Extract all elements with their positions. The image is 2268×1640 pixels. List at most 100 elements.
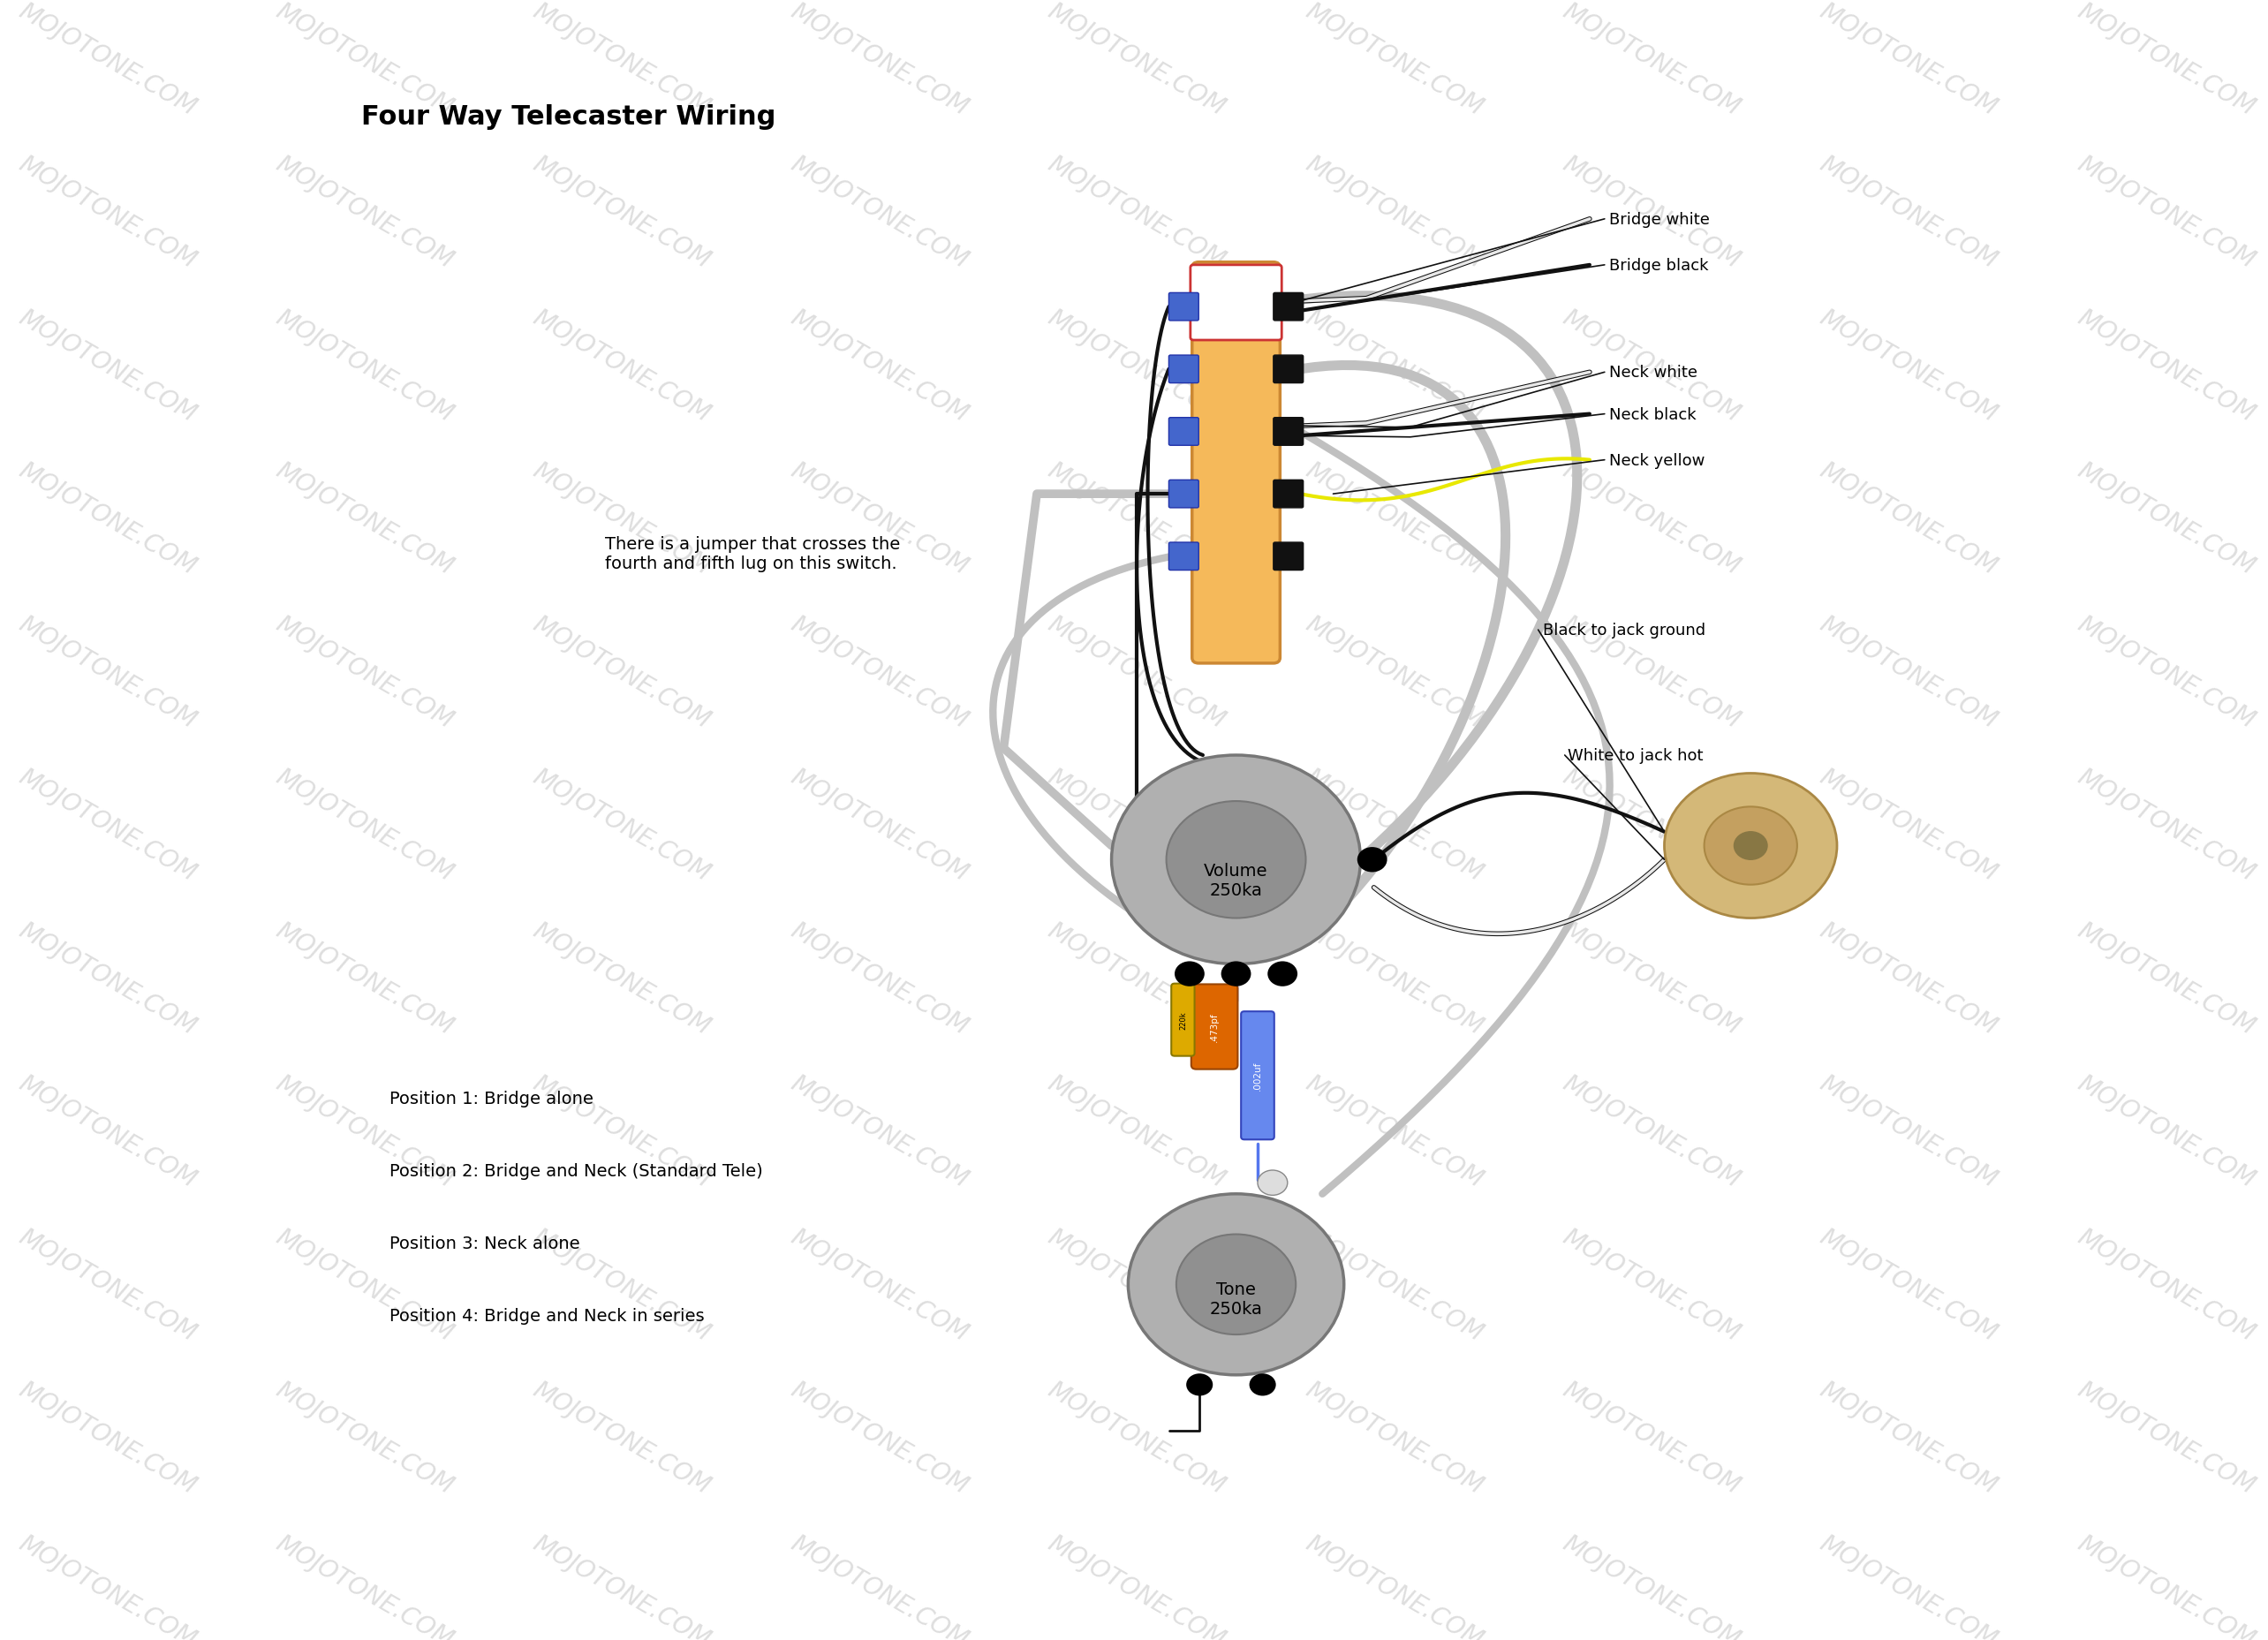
Text: MOJOTONE.COM: MOJOTONE.COM	[14, 458, 200, 579]
Text: MOJOTONE.COM: MOJOTONE.COM	[1814, 764, 2000, 886]
Text: Black to jack ground: Black to jack ground	[1542, 622, 1706, 638]
Text: MOJOTONE.COM: MOJOTONE.COM	[1558, 764, 1744, 886]
Text: MOJOTONE.COM: MOJOTONE.COM	[1814, 1530, 2000, 1640]
Text: MOJOTONE.COM: MOJOTONE.COM	[528, 917, 714, 1040]
Text: MOJOTONE.COM: MOJOTONE.COM	[2073, 1378, 2259, 1499]
Text: Position 4: Bridge and Neck in series: Position 4: Bridge and Neck in series	[390, 1307, 705, 1323]
Text: MOJOTONE.COM: MOJOTONE.COM	[272, 1378, 458, 1499]
Text: MOJOTONE.COM: MOJOTONE.COM	[1043, 1071, 1229, 1192]
FancyBboxPatch shape	[1272, 418, 1304, 446]
FancyBboxPatch shape	[1272, 356, 1304, 384]
Text: MOJOTONE.COM: MOJOTONE.COM	[528, 612, 714, 733]
Text: MOJOTONE.COM: MOJOTONE.COM	[14, 305, 200, 426]
Text: MOJOTONE.COM: MOJOTONE.COM	[2073, 612, 2259, 733]
Circle shape	[1127, 1194, 1345, 1374]
Text: MOJOTONE.COM: MOJOTONE.COM	[1302, 458, 1488, 579]
Text: Bridge white: Bridge white	[1610, 212, 1710, 228]
Text: MOJOTONE.COM: MOJOTONE.COM	[14, 0, 200, 120]
Text: MOJOTONE.COM: MOJOTONE.COM	[787, 917, 973, 1040]
Text: Four Way Telecaster Wiring: Four Way Telecaster Wiring	[361, 103, 776, 130]
Text: MOJOTONE.COM: MOJOTONE.COM	[1043, 153, 1229, 274]
Text: MOJOTONE.COM: MOJOTONE.COM	[2073, 153, 2259, 274]
FancyBboxPatch shape	[1168, 418, 1200, 446]
Text: MOJOTONE.COM: MOJOTONE.COM	[1043, 612, 1229, 733]
Text: MOJOTONE.COM: MOJOTONE.COM	[1814, 917, 2000, 1040]
Text: MOJOTONE.COM: MOJOTONE.COM	[272, 764, 458, 886]
Text: MOJOTONE.COM: MOJOTONE.COM	[528, 1378, 714, 1499]
Text: MOJOTONE.COM: MOJOTONE.COM	[528, 1071, 714, 1192]
Text: MOJOTONE.COM: MOJOTONE.COM	[528, 0, 714, 120]
Text: MOJOTONE.COM: MOJOTONE.COM	[1043, 305, 1229, 426]
Text: MOJOTONE.COM: MOJOTONE.COM	[1814, 305, 2000, 426]
Text: Position 1: Bridge alone: Position 1: Bridge alone	[390, 1089, 594, 1107]
Text: 220k: 220k	[1179, 1010, 1186, 1030]
Text: MOJOTONE.COM: MOJOTONE.COM	[14, 153, 200, 274]
FancyBboxPatch shape	[1168, 356, 1200, 384]
Text: MOJOTONE.COM: MOJOTONE.COM	[272, 1223, 458, 1345]
Text: Bridge black: Bridge black	[1610, 257, 1708, 274]
Text: MOJOTONE.COM: MOJOTONE.COM	[1043, 458, 1229, 579]
Text: MOJOTONE.COM: MOJOTONE.COM	[1814, 612, 2000, 733]
FancyBboxPatch shape	[1170, 984, 1195, 1056]
Text: MOJOTONE.COM: MOJOTONE.COM	[1558, 612, 1744, 733]
Text: There is a jumper that crosses the
fourth and fifth lug on this switch.: There is a jumper that crosses the fourt…	[606, 536, 900, 572]
Text: Volume
250ka: Volume 250ka	[1204, 863, 1268, 899]
Text: MOJOTONE.COM: MOJOTONE.COM	[1558, 1378, 1744, 1499]
Text: Position 2: Bridge and Neck (Standard Tele): Position 2: Bridge and Neck (Standard Te…	[390, 1163, 762, 1179]
Text: MOJOTONE.COM: MOJOTONE.COM	[1043, 1378, 1229, 1499]
FancyBboxPatch shape	[1191, 984, 1238, 1069]
Text: MOJOTONE.COM: MOJOTONE.COM	[787, 612, 973, 733]
Text: MOJOTONE.COM: MOJOTONE.COM	[1302, 1530, 1488, 1640]
FancyBboxPatch shape	[1272, 481, 1304, 508]
Text: MOJOTONE.COM: MOJOTONE.COM	[528, 458, 714, 579]
Text: MOJOTONE.COM: MOJOTONE.COM	[14, 1378, 200, 1499]
Text: MOJOTONE.COM: MOJOTONE.COM	[1814, 458, 2000, 579]
Text: MOJOTONE.COM: MOJOTONE.COM	[1043, 764, 1229, 886]
Circle shape	[1220, 961, 1252, 987]
Text: MOJOTONE.COM: MOJOTONE.COM	[1302, 1378, 1488, 1499]
Text: MOJOTONE.COM: MOJOTONE.COM	[2073, 305, 2259, 426]
Circle shape	[1186, 1374, 1213, 1396]
Text: MOJOTONE.COM: MOJOTONE.COM	[2073, 458, 2259, 579]
Text: MOJOTONE.COM: MOJOTONE.COM	[1558, 1071, 1744, 1192]
Text: MOJOTONE.COM: MOJOTONE.COM	[1302, 305, 1488, 426]
Text: Neck white: Neck white	[1610, 364, 1699, 380]
Text: MOJOTONE.COM: MOJOTONE.COM	[787, 1530, 973, 1640]
Text: .002uf: .002uf	[1254, 1061, 1261, 1091]
FancyBboxPatch shape	[1168, 481, 1200, 508]
Text: Position 3: Neck alone: Position 3: Neck alone	[390, 1235, 581, 1251]
Text: MOJOTONE.COM: MOJOTONE.COM	[2073, 1071, 2259, 1192]
Text: MOJOTONE.COM: MOJOTONE.COM	[1558, 305, 1744, 426]
Text: MOJOTONE.COM: MOJOTONE.COM	[1558, 458, 1744, 579]
Circle shape	[1268, 961, 1297, 987]
Text: MOJOTONE.COM: MOJOTONE.COM	[787, 153, 973, 274]
Text: Neck black: Neck black	[1610, 407, 1696, 423]
Text: MOJOTONE.COM: MOJOTONE.COM	[787, 458, 973, 579]
Text: MOJOTONE.COM: MOJOTONE.COM	[1558, 0, 1744, 120]
Text: MOJOTONE.COM: MOJOTONE.COM	[14, 917, 200, 1040]
Text: MOJOTONE.COM: MOJOTONE.COM	[787, 1223, 973, 1345]
FancyBboxPatch shape	[1168, 543, 1200, 571]
Text: MOJOTONE.COM: MOJOTONE.COM	[787, 1071, 973, 1192]
Text: MOJOTONE.COM: MOJOTONE.COM	[528, 305, 714, 426]
Text: White to jack hot: White to jack hot	[1567, 748, 1703, 764]
FancyBboxPatch shape	[1191, 266, 1281, 341]
Text: MOJOTONE.COM: MOJOTONE.COM	[1558, 153, 1744, 274]
Text: MOJOTONE.COM: MOJOTONE.COM	[1043, 1530, 1229, 1640]
Circle shape	[1166, 802, 1306, 918]
Text: MOJOTONE.COM: MOJOTONE.COM	[787, 0, 973, 120]
Text: MOJOTONE.COM: MOJOTONE.COM	[1814, 1378, 2000, 1499]
Text: MOJOTONE.COM: MOJOTONE.COM	[14, 1223, 200, 1345]
Text: MOJOTONE.COM: MOJOTONE.COM	[528, 1530, 714, 1640]
Text: MOJOTONE.COM: MOJOTONE.COM	[787, 764, 973, 886]
Text: MOJOTONE.COM: MOJOTONE.COM	[1814, 1071, 2000, 1192]
Text: MOJOTONE.COM: MOJOTONE.COM	[1302, 153, 1488, 274]
Text: MOJOTONE.COM: MOJOTONE.COM	[1043, 1223, 1229, 1345]
Text: MOJOTONE.COM: MOJOTONE.COM	[1302, 764, 1488, 886]
Text: MOJOTONE.COM: MOJOTONE.COM	[272, 153, 458, 274]
Text: MOJOTONE.COM: MOJOTONE.COM	[2073, 917, 2259, 1040]
Text: MOJOTONE.COM: MOJOTONE.COM	[787, 305, 973, 426]
Text: MOJOTONE.COM: MOJOTONE.COM	[272, 0, 458, 120]
Text: MOJOTONE.COM: MOJOTONE.COM	[272, 305, 458, 426]
Text: MOJOTONE.COM: MOJOTONE.COM	[14, 612, 200, 733]
